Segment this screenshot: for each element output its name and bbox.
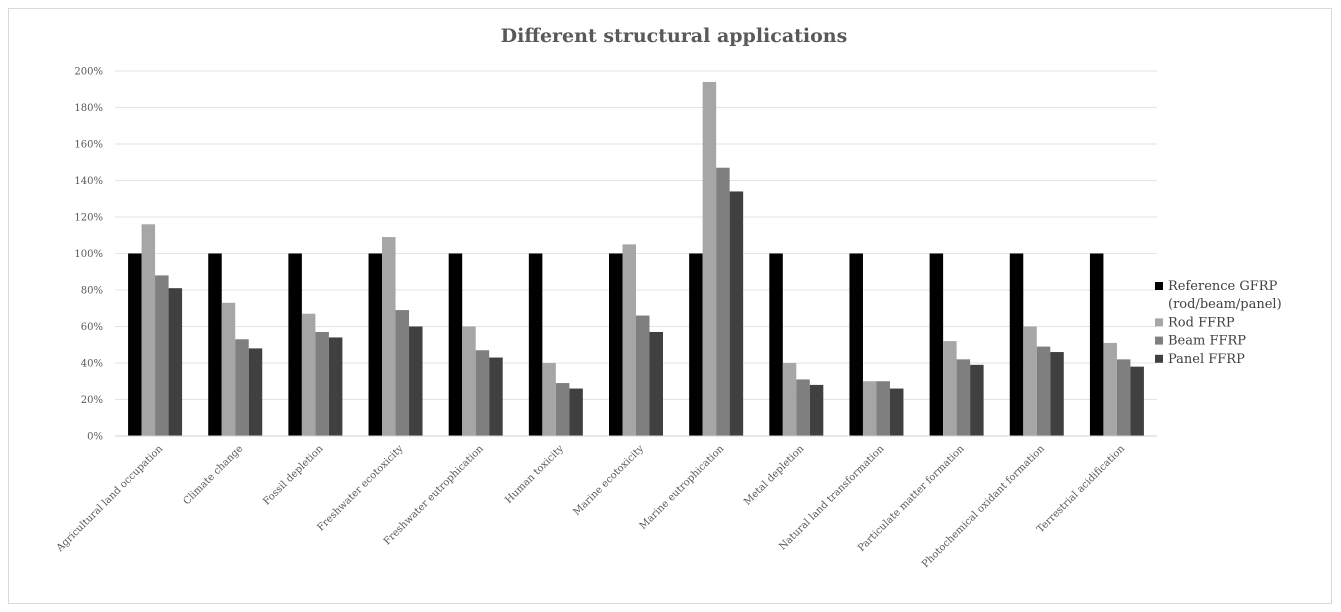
- legend: Reference GFRP (rod/beam/panel) Rod FFRP Be…: [1155, 279, 1282, 367]
- y-tick-label: 140%: [74, 176, 103, 187]
- bar: [409, 326, 423, 436]
- bar: [1023, 326, 1037, 436]
- bar: [782, 363, 797, 436]
- x-axis-category-labels: Agricultural land occupation Climate chan…: [54, 443, 1127, 570]
- bar: [248, 348, 263, 436]
- y-tick-label: 180%: [74, 103, 103, 114]
- bar: [956, 359, 971, 436]
- bar: [569, 388, 583, 436]
- bar: [943, 341, 957, 436]
- bar: [849, 253, 863, 436]
- x-category-label: Metal depletion: [742, 443, 807, 508]
- bar: [689, 253, 703, 436]
- bar: [889, 388, 904, 436]
- y-tick-label: 160%: [74, 140, 103, 151]
- bar: [221, 302, 236, 436]
- bar: [555, 383, 570, 436]
- bar: [315, 331, 329, 436]
- bar: [475, 350, 490, 436]
- bar: [328, 337, 343, 436]
- x-category-label: Marine eutrophication: [638, 443, 727, 532]
- x-category-label: Human toxicity: [503, 443, 566, 506]
- x-category-label: Terrestrial acidification: [1035, 443, 1127, 535]
- legend-swatch: [1155, 336, 1163, 345]
- y-tick-label: 100%: [74, 249, 103, 260]
- bar: [141, 224, 156, 436]
- legend-swatch: [1155, 282, 1163, 290]
- bar: [729, 191, 744, 436]
- bar: [1050, 352, 1064, 436]
- bar: [155, 275, 169, 436]
- bar: [1116, 359, 1131, 436]
- x-category-label: Freshwater ecotoxicity: [315, 443, 405, 533]
- bar: [769, 253, 783, 436]
- y-tick-label: 200%: [74, 67, 103, 78]
- bar: [368, 253, 383, 436]
- bar: [609, 253, 623, 436]
- legend-label: (rod/beam/panel): [1168, 297, 1282, 312]
- bar: [929, 253, 944, 436]
- y-tick-label: 80%: [81, 286, 103, 297]
- y-tick-label: 0%: [87, 432, 103, 443]
- bar: [288, 253, 302, 436]
- bar: [1036, 346, 1051, 436]
- bar: [1103, 342, 1117, 436]
- x-category-label: Marine ecotoxicity: [571, 443, 646, 518]
- legend-label: Beam FFRP: [1168, 334, 1246, 349]
- y-tick-label: 60%: [81, 322, 103, 333]
- bar: [876, 381, 890, 436]
- bar: [622, 244, 636, 436]
- bar: [208, 253, 222, 436]
- bar: [448, 253, 463, 436]
- bar: [862, 381, 877, 436]
- bar: [168, 288, 183, 436]
- bar: [395, 310, 410, 436]
- bar: [1089, 253, 1104, 436]
- chart-title: Different structural applications: [501, 25, 848, 47]
- y-axis-tick-labels: 0% 20% 40% 60% 80% 100% 120% 140% 160% 180% 200%: [74, 67, 103, 443]
- bar: [542, 363, 556, 436]
- bar: [1009, 253, 1024, 436]
- bars: [128, 81, 1144, 436]
- bar: [301, 313, 316, 436]
- bar: [796, 379, 810, 436]
- bar: [970, 364, 984, 436]
- bar: [528, 253, 543, 436]
- legend-label: Rod FFRP: [1168, 315, 1235, 330]
- bar: [462, 326, 476, 436]
- bar: [716, 167, 730, 436]
- y-tick-label: 120%: [74, 213, 103, 224]
- bar: [489, 357, 503, 436]
- x-category-label: Climate change: [181, 443, 245, 507]
- bar: [382, 237, 396, 436]
- y-tick-label: 20%: [81, 395, 103, 406]
- bar: [649, 331, 663, 436]
- legend-label: Panel FFRP: [1168, 352, 1245, 367]
- bar: [809, 384, 824, 436]
- bar: [1130, 366, 1144, 436]
- legend-swatch: [1155, 318, 1163, 327]
- legend-swatch: [1155, 354, 1163, 363]
- legend-label: Reference GFRP: [1168, 279, 1278, 294]
- x-category-label: Fossil depletion: [261, 443, 326, 508]
- y-tick-label: 40%: [81, 359, 103, 370]
- bar: [235, 339, 249, 436]
- bar: [128, 253, 142, 436]
- x-category-label: Agricultural land occupation: [54, 443, 166, 555]
- bar: [702, 81, 717, 436]
- bar: [636, 315, 650, 436]
